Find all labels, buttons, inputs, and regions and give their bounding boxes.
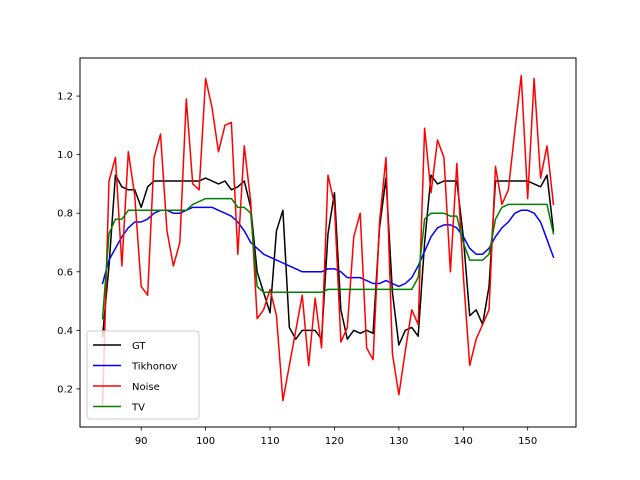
series-line-tikhonov: [101, 206, 555, 288]
legend-label-noise: Noise: [132, 382, 160, 393]
y-axis: 0.2 0.4 0.6 0.8 1.0 1.2: [57, 92, 80, 395]
legend-label-gt: GT: [132, 341, 146, 352]
x-tick-label: 100: [196, 436, 215, 447]
x-tick-label: 90: [135, 436, 148, 447]
x-axis: 90 100 110 120 130 140 150: [135, 427, 537, 447]
legend: GT Tikhonov Noise TV: [86, 330, 200, 420]
legend-box: [86, 330, 200, 420]
series-line-tv: [101, 197, 555, 320]
series-line-noise: [101, 74, 555, 408]
x-tick-label: 140: [454, 436, 473, 447]
y-tick-label: 1.2: [57, 92, 73, 103]
x-tick-label: 130: [389, 436, 408, 447]
x-tick-label: 150: [518, 436, 537, 447]
x-tick-label: 120: [325, 436, 344, 447]
y-tick-label: 1.0: [57, 150, 73, 161]
y-tick-label: 0.2: [57, 384, 73, 395]
series-layer: [101, 74, 555, 408]
legend-label-tv: TV: [131, 403, 145, 414]
x-tick-label: 110: [260, 436, 279, 447]
y-tick-label: 0.4: [57, 326, 73, 337]
series-line-gt: [101, 174, 555, 346]
y-tick-label: 0.8: [57, 209, 73, 220]
axes-frame: [79, 57, 577, 428]
legend-label-tikhonov: Tikhonov: [131, 362, 177, 373]
y-tick-label: 0.6: [57, 267, 73, 278]
